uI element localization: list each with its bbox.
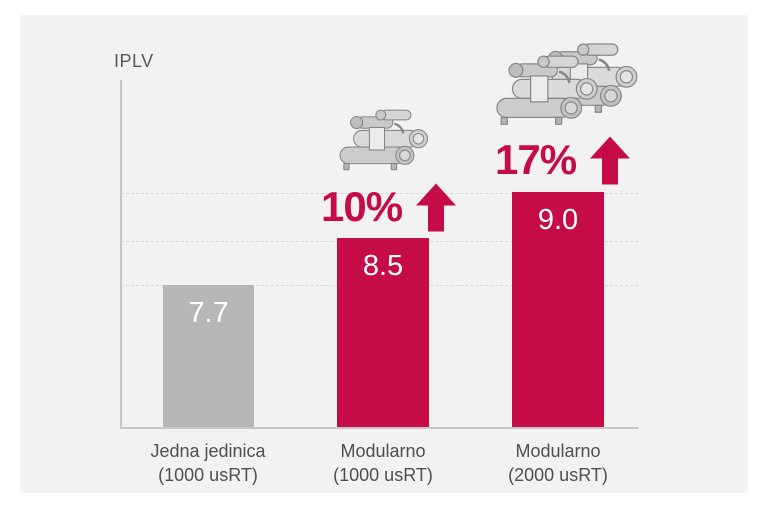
tick-label-single-unit: Jedna jedinica (1000 usRT) [118, 439, 298, 487]
tick-line2: (2000 usRT) [508, 465, 608, 485]
annotation-modular-1000: 10% [321, 181, 457, 233]
bar-single-unit: 7.7 [163, 285, 254, 427]
bar-modular-2000: 9.0 [512, 192, 604, 427]
bar-modular-1000: 8.5 [337, 238, 429, 427]
bar-value-label: 8.5 [362, 250, 404, 282]
chiller-double-module-icon [495, 42, 639, 126]
tick-line1: Modularno [515, 441, 601, 461]
up-arrow-icon [590, 136, 631, 184]
bar-value-label: 9.0 [537, 204, 579, 236]
percent-label: 17% [495, 136, 577, 183]
tick-line1: Jedna jedinica [150, 441, 266, 461]
chart-panel: IPLV 10% 17% 7.7 8.5 9.0 Jedna jedinica … [20, 15, 748, 493]
tick-label-modular-1000: Modularno (1000 usRT) [293, 439, 473, 487]
annotation-modular-2000: 17% [495, 134, 631, 186]
y-axis-line [120, 80, 122, 429]
tick-line2: (1000 usRT) [333, 465, 433, 485]
tick-label-modular-2000: Modularno (2000 usRT) [468, 439, 648, 487]
chiller-single-module-icon [338, 108, 429, 171]
percent-label: 10% [321, 183, 403, 230]
bar-value-label: 7.7 [188, 297, 229, 329]
x-axis-line [120, 427, 638, 429]
y-axis-label: IPLV [114, 51, 154, 71]
tick-line1: Modularno [340, 441, 426, 461]
up-arrow-icon [416, 183, 457, 231]
gridline [121, 193, 638, 194]
tick-line2: (1000 usRT) [158, 465, 258, 485]
